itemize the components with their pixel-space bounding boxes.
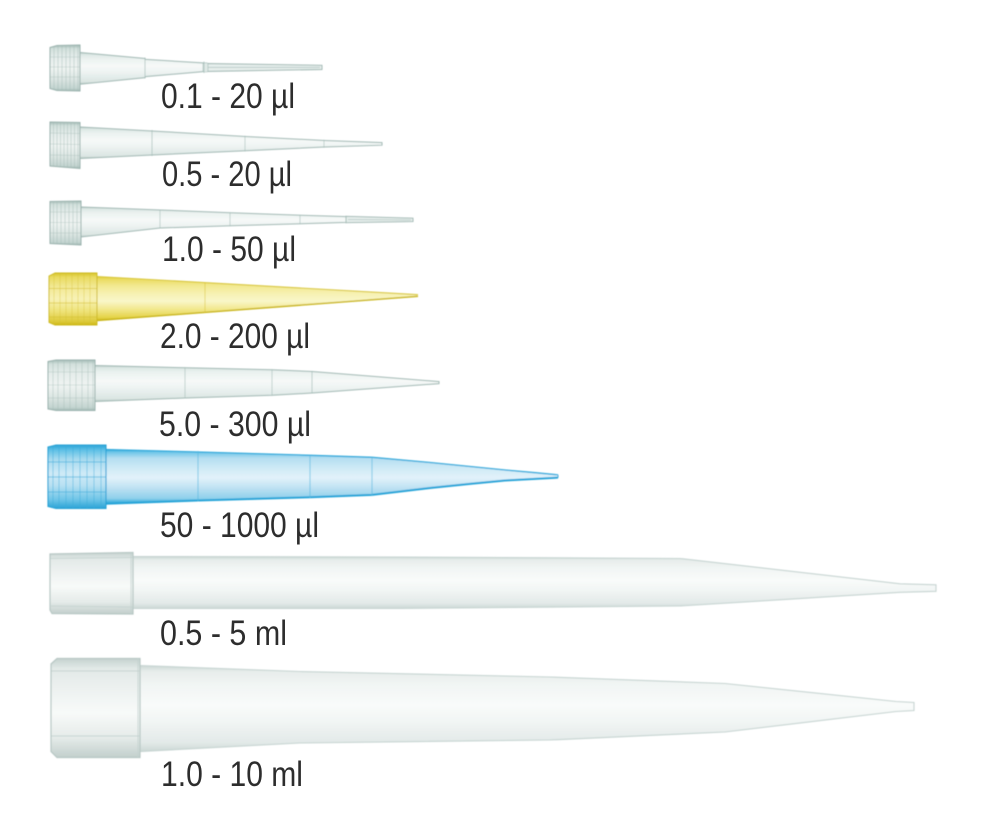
svg-text:1.0 - 50 µl: 1.0 - 50 µl [162,230,296,269]
svg-text:0.1 - 20 µl: 0.1 - 20 µl [161,77,295,116]
svg-text:50 - 1000 µl: 50 - 1000 µl [160,506,319,545]
svg-text:5.0 - 300 µl: 5.0 - 300 µl [159,405,311,444]
svg-text:0.5 - 20 µl: 0.5 - 20 µl [162,155,292,194]
svg-text:2.0 - 200 µl: 2.0 - 200 µl [160,317,310,356]
svg-text:1.0 - 10 ml: 1.0 - 10 ml [161,755,303,794]
svg-text:0.5 - 5 ml: 0.5 - 5 ml [160,614,287,653]
